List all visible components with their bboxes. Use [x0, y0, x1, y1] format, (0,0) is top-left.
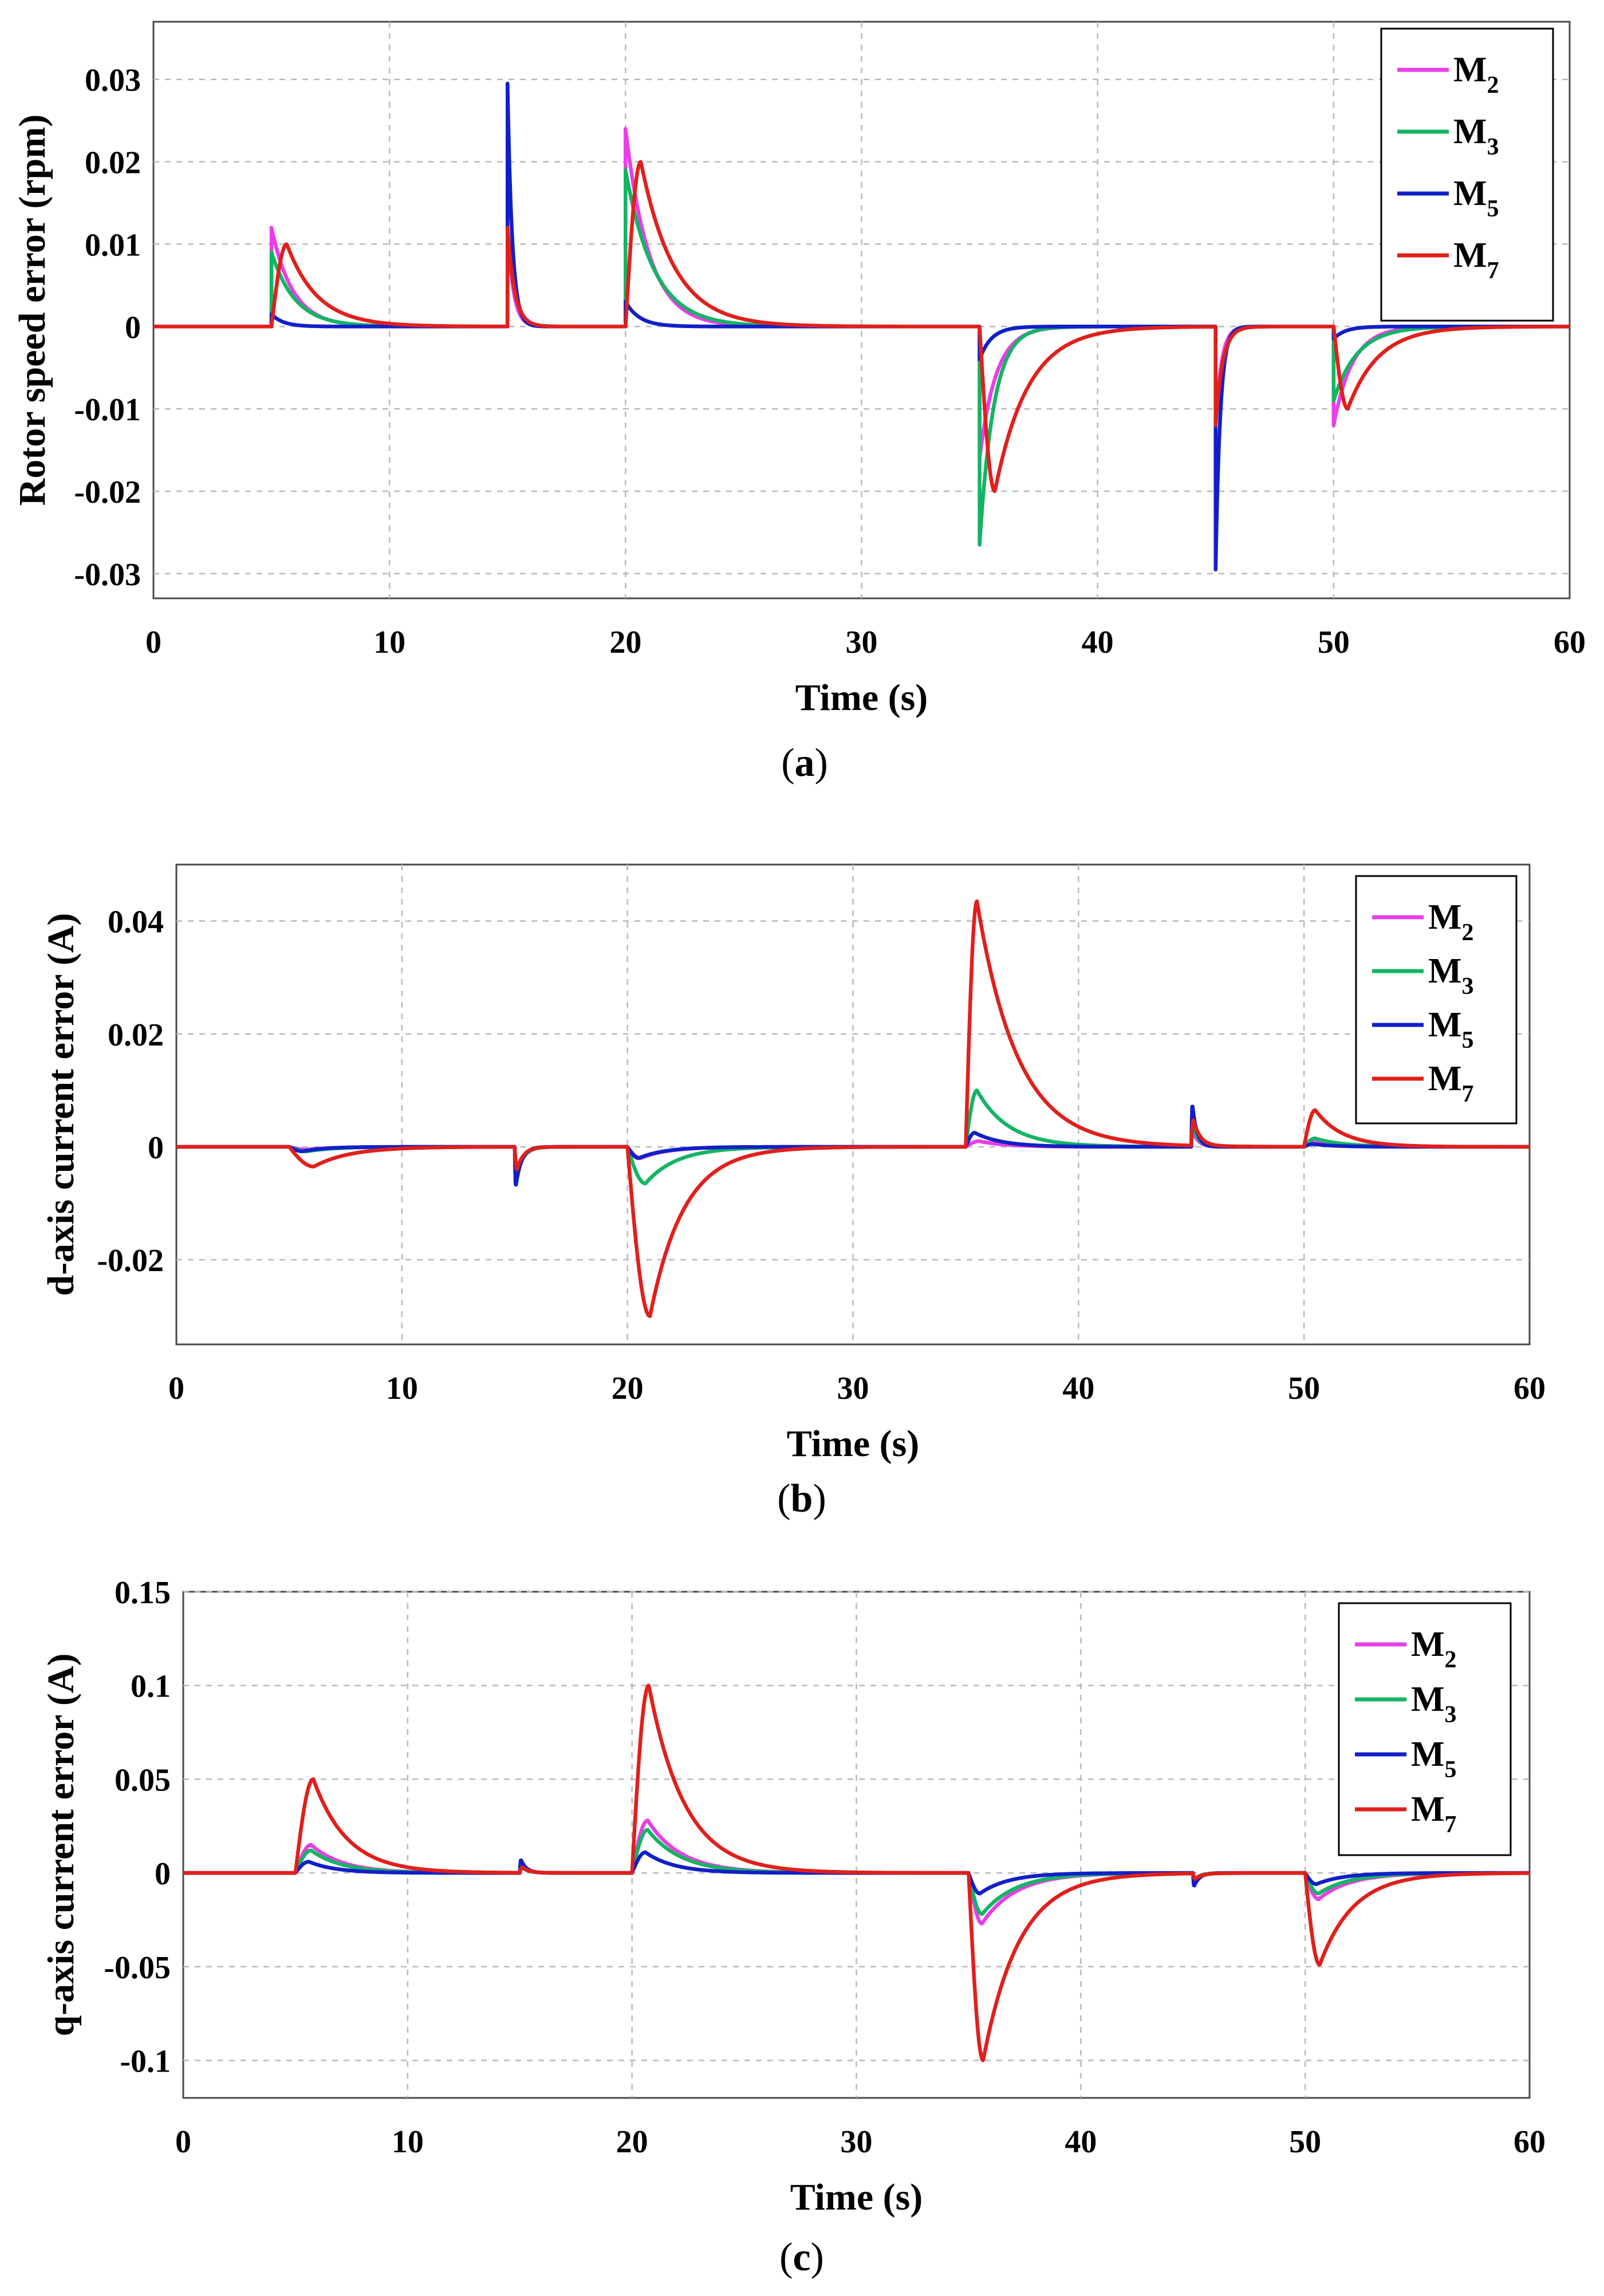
x-tick-label: 10	[373, 625, 405, 660]
y-axis-label: d-axis current error (A)	[40, 913, 82, 1296]
series-line-m7	[183, 1683, 1530, 2062]
y-tick-label: 0.01	[85, 227, 141, 263]
x-tick-label: 50	[1288, 1371, 1320, 1406]
legend-box	[1380, 27, 1554, 322]
x-tick-label: 0	[145, 625, 161, 660]
panel-caption: (c)	[779, 2235, 824, 2279]
panel-caption: (b)	[777, 1477, 826, 1521]
x-axis-label: Time (s)	[790, 2176, 923, 2218]
y-tick-label: 0.15	[115, 1575, 171, 1611]
y-tick-label: -0.1	[120, 2044, 171, 2080]
y-tick-label: -0.03	[74, 557, 141, 593]
y-tick-label: -0.05	[104, 1950, 171, 1986]
y-tick-label: 0.1	[131, 1669, 171, 1705]
series-line-m7	[176, 899, 1530, 1318]
x-tick-label: 20	[609, 625, 641, 660]
x-tick-label: 60	[1514, 2124, 1546, 2160]
y-tick-label: 0.05	[115, 1762, 171, 1798]
x-tick-label: 0	[175, 2124, 191, 2160]
x-tick-label: 30	[837, 1371, 869, 1406]
x-tick-label: 40	[1065, 2124, 1097, 2160]
x-tick-label: 60	[1554, 625, 1586, 660]
y-tick-label: 0	[148, 1130, 164, 1166]
x-tick-label: 40	[1062, 1371, 1094, 1406]
y-tick-label: 0.02	[85, 145, 141, 181]
series-group	[183, 1683, 1530, 2062]
y-tick-label: 0	[125, 310, 141, 345]
x-tick-label: 40	[1082, 625, 1114, 660]
y-axis-label: q-axis current error (A)	[40, 1654, 82, 2037]
x-tick-label: 10	[386, 1371, 418, 1406]
x-axis-label: Time (s)	[787, 1423, 920, 1465]
x-tick-label: 30	[841, 2124, 873, 2160]
y-tick-label: 0	[155, 1856, 171, 1892]
series-group	[176, 899, 1530, 1318]
y-tick-label: -0.02	[74, 475, 141, 510]
legend-item-m5: M5	[1372, 1005, 1474, 1054]
y-tick-label: 0.03	[85, 63, 141, 98]
x-tick-label: 60	[1514, 1371, 1546, 1406]
chart-panel-c: 0 10 20 30 40 50 60 -0.1 -0.05 0 0.05 0.1 0.15 Time (…	[40, 1575, 1546, 2279]
x-axis-label: Time (s)	[795, 677, 928, 719]
chart-panel-a: 0 10 20 30 40 50 60 -0.03 -0.02 -0.01 0 0.01 0.02 0.0…	[11, 21, 1586, 785]
series-group	[153, 81, 1570, 571]
y-tick-label: -0.02	[97, 1243, 164, 1279]
y-axis-label: Rotor speed error (rpm)	[11, 115, 53, 506]
x-tick-label: 50	[1289, 2124, 1321, 2160]
series-line-m7	[153, 160, 1570, 494]
x-tick-label: 10	[392, 2124, 424, 2160]
x-tick-label: 20	[616, 2124, 648, 2160]
chart-panel-b: 0 10 20 30 40 50 60 -0.02 0 0.02 0.04 Time (s) d-axi…	[40, 863, 1546, 1521]
x-tick-label: 0	[168, 1371, 184, 1406]
y-tick-label: -0.01	[74, 392, 141, 428]
x-tick-label: 20	[612, 1371, 644, 1406]
y-tick-label: 0.04	[108, 905, 164, 940]
x-tick-label: 50	[1318, 625, 1350, 660]
y-tick-label: 0.02	[108, 1017, 164, 1053]
x-tick-label: 30	[846, 625, 878, 660]
panel-caption: (a)	[781, 741, 828, 785]
